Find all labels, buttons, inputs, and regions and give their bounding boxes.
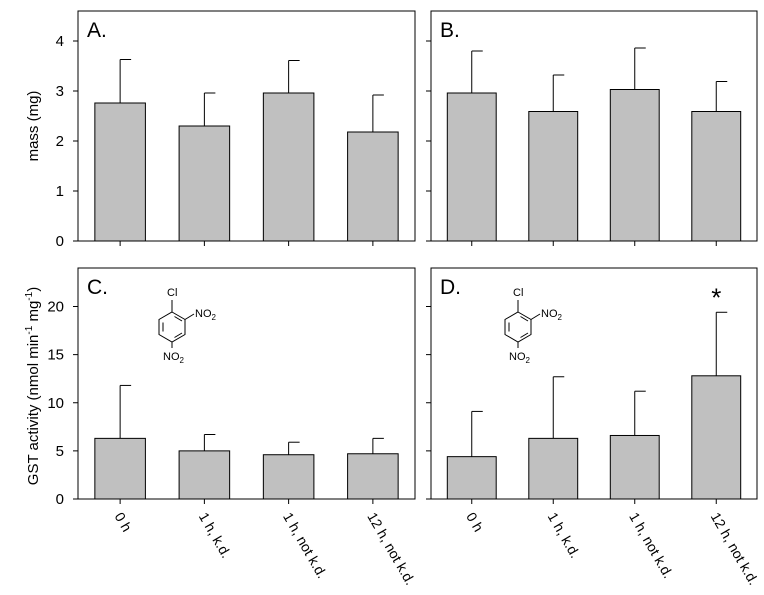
panel-c-ytick-label: 0: [56, 491, 64, 508]
panel-b-frame: [430, 10, 758, 242]
panel-c-ytick-label: 10: [47, 395, 64, 412]
molecule-no2-side-main: NO: [541, 308, 558, 320]
molecule-structure-c: Cl NO2 NO2: [158, 287, 217, 365]
molecule-no2-side-sub: 2: [558, 313, 563, 322]
ylabel-mass: mass (mg): [25, 91, 42, 162]
bar-b-3: [609, 89, 660, 242]
ylabel-gst-middle: mg: [25, 301, 42, 326]
xtick-label-d-3: 1 h, not k.d.: [626, 510, 676, 581]
bar-c-2: [178, 450, 231, 500]
panel-label-b: B.: [440, 19, 460, 42]
panel-a-frame: [77, 10, 416, 242]
panel-label-a: A.: [87, 19, 107, 42]
bar-d-4: [691, 375, 742, 500]
molecule-no2-bottom-sub: 2: [526, 356, 531, 365]
molecule-cl-label: Cl: [167, 287, 177, 299]
panel-label-c: C.: [87, 276, 108, 299]
xtick-label-d-4: 12 h, not k.d.: [708, 510, 762, 588]
molecule-no2-bottom-sub: 2: [180, 356, 185, 365]
bar-d-1: [446, 456, 497, 500]
panel-c-ytick-label: 15: [47, 347, 64, 364]
molecule-no2-side-label: NO2: [195, 308, 217, 322]
panel-d: D. 0 h 1 h, k.d. 1 h, not k.d. * 12 h, not k.…: [426, 267, 762, 588]
panel-label-d: D.: [440, 276, 461, 299]
panel-c-frame: [77, 267, 416, 500]
panel-d-frame: [430, 267, 758, 500]
xtick-label-c-4: 12 h, not k.d.: [364, 510, 418, 588]
xtick-label-d-2: 1 h, k.d.: [545, 510, 584, 561]
ylabel-gst-suffix: ): [25, 287, 42, 292]
panel-a-ytick-label: 0: [56, 233, 64, 250]
ylabel-gst-prefix: GST activity (nmol min: [25, 335, 42, 486]
molecule-no2-bottom-label: NO2: [163, 351, 185, 365]
molecule-no2-side-label: NO2: [541, 308, 563, 322]
panel-a-ytick-label: 1: [56, 183, 64, 200]
panel-a-ytick-label: 2: [56, 133, 64, 150]
xtick-label-d-1: 0 h: [463, 510, 487, 535]
bar-a-1: [94, 102, 146, 242]
bar-b-2: [528, 111, 579, 242]
bar-d-2: [528, 437, 579, 500]
molecule-cl-label: Cl: [513, 287, 523, 299]
significance-marker: *: [711, 282, 721, 312]
bar-c-1: [94, 437, 146, 500]
bar-a-3: [262, 92, 315, 242]
ylabel-gst-sup1: -1: [24, 325, 35, 334]
panel-b: B.: [426, 10, 758, 246]
xtick-label-c-3: 1 h, not k.d.: [280, 510, 330, 581]
xtick-label-c-1: 0 h: [112, 510, 136, 535]
molecule-structure-d: Cl NO2 NO2: [504, 287, 563, 365]
ylabel-gst-sup2: -1: [24, 291, 35, 300]
panel-a-ytick-label: 3: [56, 83, 64, 100]
bar-d-3: [609, 434, 660, 500]
panel-a: A. 0 1 2 3 4: [56, 10, 416, 250]
bar-b-1: [446, 92, 497, 242]
bar-a-2: [178, 125, 231, 242]
bar-a-4: [347, 131, 399, 242]
molecule-no2-bottom-main: NO: [163, 351, 180, 363]
molecule-no2-side-sub: 2: [212, 313, 217, 322]
molecule-no2-bottom-label: NO2: [509, 351, 531, 365]
xtick-label-c-2: 1 h, k.d.: [196, 510, 235, 561]
ylabel-gst: GST activity (nmol min-1 mg-1): [24, 287, 42, 485]
panel-c-ytick-label: 20: [47, 299, 64, 316]
bar-c-3: [262, 454, 315, 500]
molecule-no2-side-main: NO: [195, 308, 212, 320]
panel-c: C. 0 5 10 15 20 0 h 1 h, k.d. 1 h, not k.d. 12 h,…: [47, 267, 419, 588]
bar-b-4: [691, 111, 742, 242]
panel-c-ytick-label: 5: [56, 443, 64, 460]
molecule-no2-bottom-main: NO: [509, 351, 526, 363]
bar-c-4: [347, 453, 399, 500]
panel-a-ytick-label: 4: [56, 33, 64, 50]
